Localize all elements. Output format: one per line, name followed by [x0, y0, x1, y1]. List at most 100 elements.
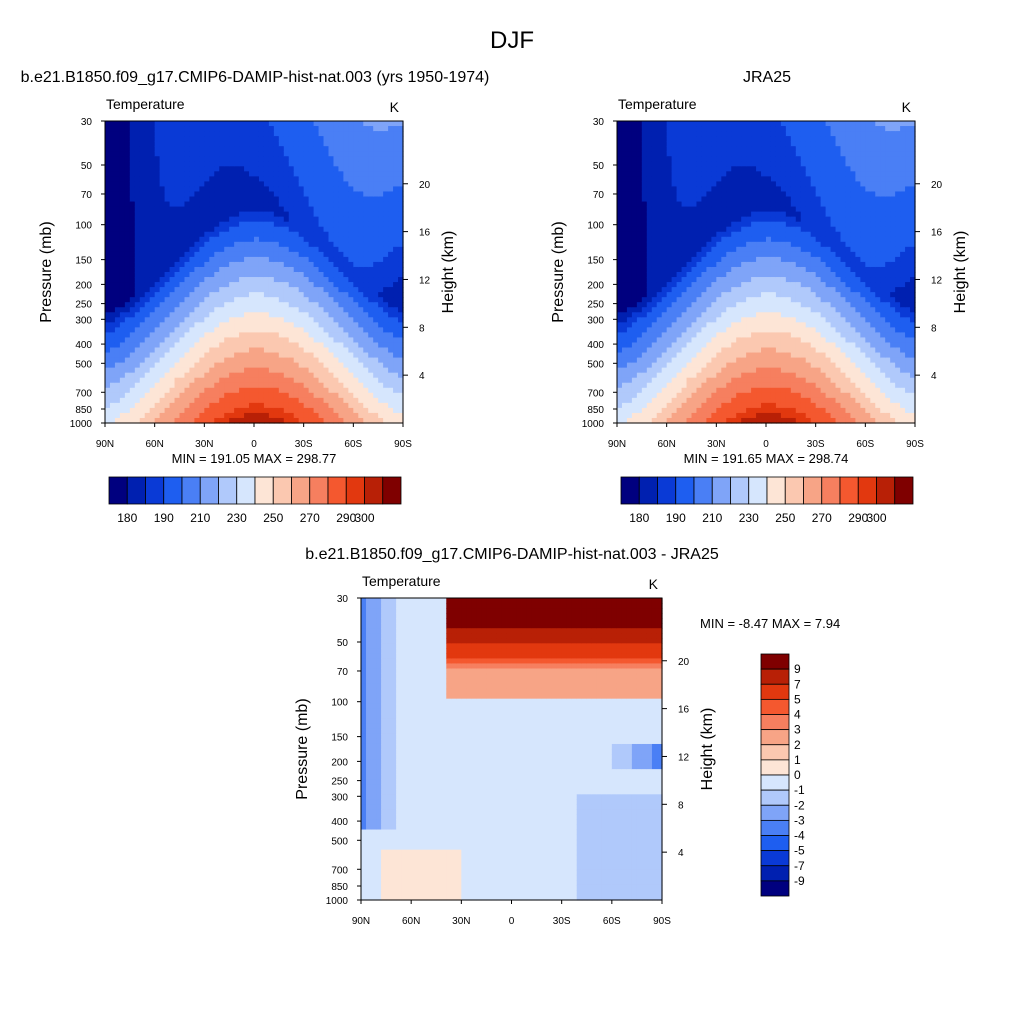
contour-cell: [254, 382, 260, 389]
contour-cell: [691, 272, 698, 278]
contour-cell: [621, 392, 628, 399]
contour-cell: [706, 327, 712, 333]
contour-cell: [273, 362, 280, 369]
contour-cell: [383, 342, 389, 349]
contour-cell: [313, 317, 320, 323]
contour-cell: [184, 171, 191, 177]
contour-cell: [373, 342, 379, 349]
contour-cell: [358, 357, 364, 364]
contour-cell: [298, 266, 305, 273]
contour-cell: [105, 342, 111, 349]
contour-cell: [288, 201, 295, 208]
contour-cell: [149, 171, 156, 177]
contour-cell: [268, 146, 275, 152]
contour-cell: [706, 317, 712, 323]
contour-cell: [388, 231, 394, 238]
contour-cell: [144, 332, 151, 339]
contour-cell: [641, 231, 648, 238]
contour-cell: [343, 176, 349, 182]
contour-cell: [109, 347, 116, 354]
contour-cell: [244, 327, 250, 333]
contour-cell: [254, 277, 260, 283]
contour-cell: [239, 266, 245, 273]
contour-cell: [691, 412, 698, 419]
contour-cell: [706, 382, 712, 389]
contour-cell: [263, 211, 270, 218]
y-axis-label: Pressure (mb): [38, 221, 55, 322]
contour-cell: [353, 261, 359, 268]
contour-cell: [149, 362, 156, 369]
contour-cell: [711, 211, 717, 218]
contour-cell: [343, 332, 349, 339]
contour-cell: [199, 272, 205, 278]
contour-cell: [229, 126, 235, 132]
contour-cell: [278, 372, 285, 379]
contour-cell: [144, 397, 151, 404]
contour-cell: [671, 186, 678, 193]
contour-cell: [388, 292, 394, 298]
contour-cell: [368, 196, 374, 203]
colorbar-swatch: [327, 476, 347, 505]
contour-cell: [263, 377, 270, 384]
contour-cell: [189, 256, 195, 263]
contour-cell: [368, 146, 374, 152]
contour-cell: [338, 402, 344, 409]
contour-cell: [626, 211, 633, 218]
contour-cell: [711, 317, 717, 323]
contour-cell: [293, 201, 300, 208]
contour-cell: [338, 241, 344, 248]
contour-cell: [254, 156, 260, 162]
contour-cell: [209, 261, 215, 268]
contour-cell: [109, 256, 116, 263]
contour-cell: [154, 211, 161, 218]
contour-cell: [114, 181, 121, 188]
contour-cell: [229, 307, 235, 313]
contour-cell: [249, 322, 255, 328]
contour-cell: [333, 226, 340, 233]
contour-cell: [651, 211, 658, 218]
contour-cell: [666, 141, 673, 147]
contour-cell: [179, 302, 186, 308]
contour-cell: [184, 377, 191, 384]
contour-cell: [661, 266, 668, 273]
contour-cell: [283, 251, 290, 258]
contour-cell: [199, 211, 205, 218]
contour-cell: [388, 256, 394, 263]
contour-cell: [254, 206, 260, 213]
contour-cell: [189, 151, 195, 157]
contour-cell: [224, 166, 230, 172]
contour-cell: [666, 201, 673, 208]
contour-cell: [239, 251, 245, 258]
contour-cell: [224, 282, 230, 288]
contour-cell: [283, 402, 290, 409]
contour-cell: [686, 266, 693, 273]
contour-cell: [318, 412, 325, 419]
contour-cell: [711, 261, 717, 268]
y-tick-label: 30: [81, 117, 93, 128]
contour-cell: [293, 292, 300, 298]
contour-cell: [199, 407, 205, 414]
contour-cell: [249, 377, 255, 384]
contour-cell: [671, 347, 678, 354]
contour-cell: [711, 221, 717, 228]
contour-cell: [681, 151, 688, 157]
contour-cell: [681, 241, 688, 248]
contour-cell: [303, 302, 310, 308]
contour-cell: [656, 377, 663, 384]
contour-cell: [617, 196, 623, 203]
contour-cell: [691, 246, 698, 253]
contour-cell: [204, 146, 210, 152]
contour-cell: [129, 367, 136, 374]
contour-cell: [363, 277, 369, 283]
contour-cell: [105, 292, 111, 298]
contour-cell: [706, 287, 712, 293]
contour-cell: [149, 211, 156, 218]
contour-cell: [308, 256, 315, 263]
contour-cell: [686, 176, 693, 182]
contour-cell: [716, 216, 722, 223]
contour-cell: [214, 251, 220, 258]
contour-cell: [363, 382, 369, 389]
contour-cell: [706, 261, 712, 268]
contour-cell: [114, 407, 121, 414]
contour-cell: [338, 282, 344, 288]
